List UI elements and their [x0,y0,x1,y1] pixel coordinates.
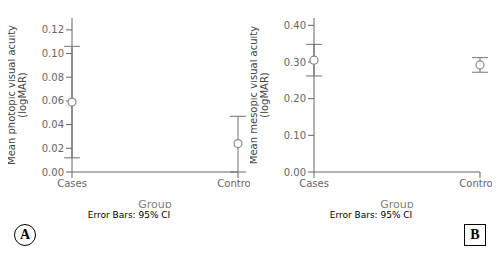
svg-text:Controls: Controls [459,178,492,189]
svg-text:0.12: 0.12 [42,24,64,35]
svg-text:Group: Group [138,198,172,208]
svg-text:0.04: 0.04 [42,119,64,130]
svg-text:0.10: 0.10 [42,48,64,59]
svg-text:0.30: 0.30 [284,57,306,68]
svg-text:Mean mesopic visual acuity(log: Mean mesopic visual acuity(logMAR) [250,26,270,164]
svg-text:Controls: Controls [217,178,250,189]
svg-text:0.20: 0.20 [284,93,306,104]
svg-text:0.40: 0.40 [284,20,306,31]
html-text:Error Bars: 95% CI: Error Bars: 95% CI [329,210,413,220]
html-text:Error Bars: 95% CI: Error Bars: 95% CI [87,210,171,220]
svg-text:0.00: 0.00 [42,167,64,178]
svg-text:Group: Group [380,198,414,208]
svg-text:0.10: 0.10 [284,130,306,141]
svg-text:0.02: 0.02 [42,143,64,154]
svg-text:0.06: 0.06 [42,95,64,106]
html-text:A: A [19,227,31,242]
html-text:B: B [470,227,480,242]
svg-text:0.00: 0.00 [284,167,306,178]
svg-text:Cases: Cases [299,178,329,189]
svg-text:Mean photopic visual acuity(lo: Mean photopic visual acuity(logMAR) [8,25,28,165]
svg-text:Cases: Cases [57,178,87,189]
svg-text:0.08: 0.08 [42,72,64,83]
